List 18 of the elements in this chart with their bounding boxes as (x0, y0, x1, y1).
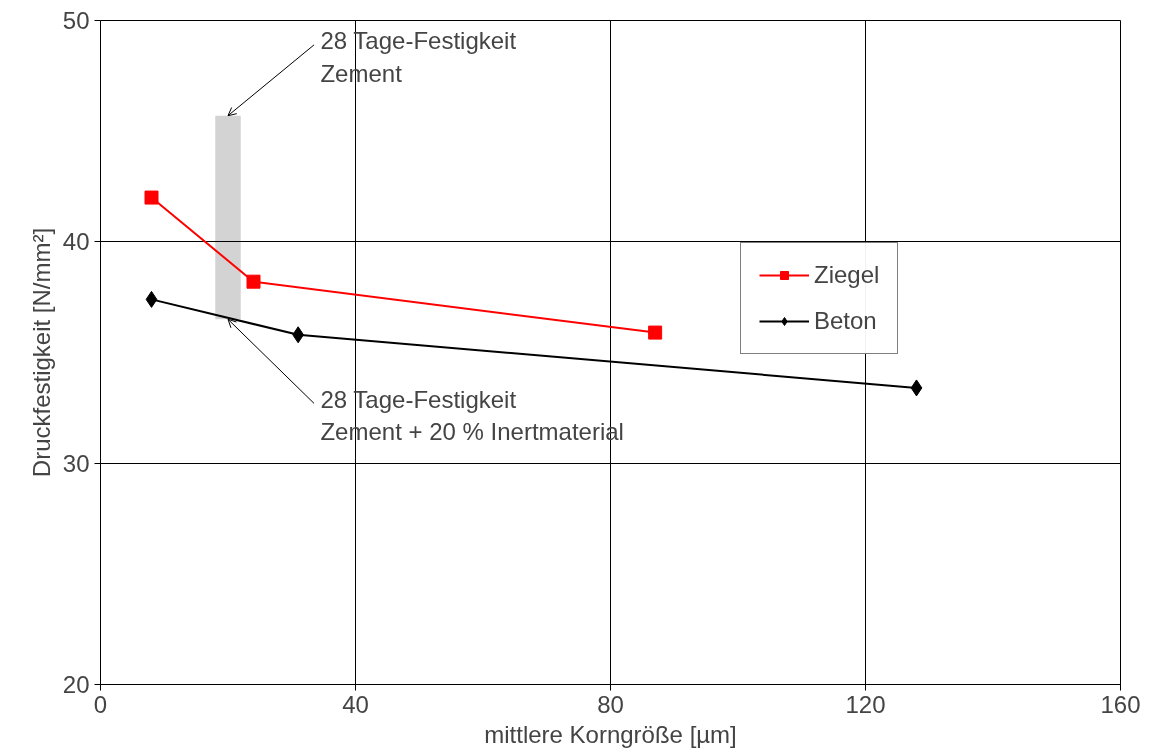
point (648, 325, 663, 340)
x-tick-label: 160 (1100, 690, 1141, 718)
y-tick-label: 40 (62, 228, 90, 256)
y-axis-title: Druckfestigkeit [N/mm²] (27, 227, 55, 478)
x-tick-label: 120 (845, 690, 886, 718)
x-axis-title: mittlere Korngröße [µm] (484, 720, 737, 748)
y-tick-label: 20 (62, 671, 90, 698)
y-tick-label: 30 (62, 449, 90, 477)
x-tick-label: 0 (93, 690, 108, 718)
y-tick-label: 50 (62, 7, 90, 34)
point (246, 274, 261, 289)
point (144, 190, 159, 205)
x-tick-label: 40 (342, 690, 369, 718)
legend-label: Ziegel (814, 261, 880, 289)
point (910, 379, 923, 397)
legend-label: Beton (814, 307, 877, 335)
x-tick-label: 80 (597, 690, 624, 718)
point (145, 290, 158, 308)
